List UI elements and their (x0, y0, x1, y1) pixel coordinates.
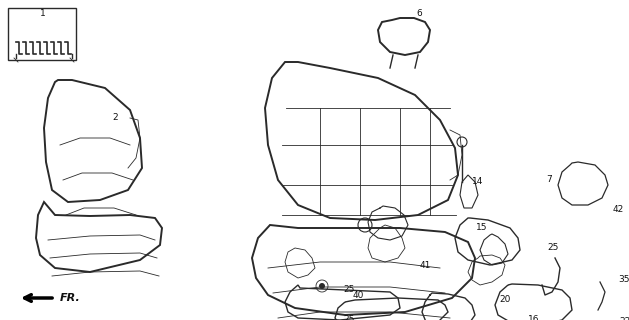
Text: 35: 35 (618, 275, 629, 284)
Text: 25: 25 (343, 316, 355, 320)
Text: 6: 6 (416, 10, 422, 19)
Text: 25: 25 (343, 285, 355, 294)
Circle shape (319, 283, 325, 289)
Text: 20: 20 (499, 295, 511, 305)
Text: 22: 22 (620, 317, 629, 320)
Text: 1: 1 (40, 10, 46, 19)
Text: 15: 15 (476, 223, 487, 233)
Text: 40: 40 (352, 292, 364, 300)
Text: 42: 42 (613, 204, 623, 213)
Text: 25: 25 (547, 244, 559, 252)
Text: 2: 2 (112, 114, 118, 123)
Text: 7: 7 (546, 175, 552, 185)
Text: 14: 14 (472, 178, 484, 187)
Text: FR.: FR. (60, 293, 81, 303)
Text: 41: 41 (420, 260, 431, 269)
Bar (8, 8, 76, 60)
Text: 16: 16 (528, 316, 540, 320)
